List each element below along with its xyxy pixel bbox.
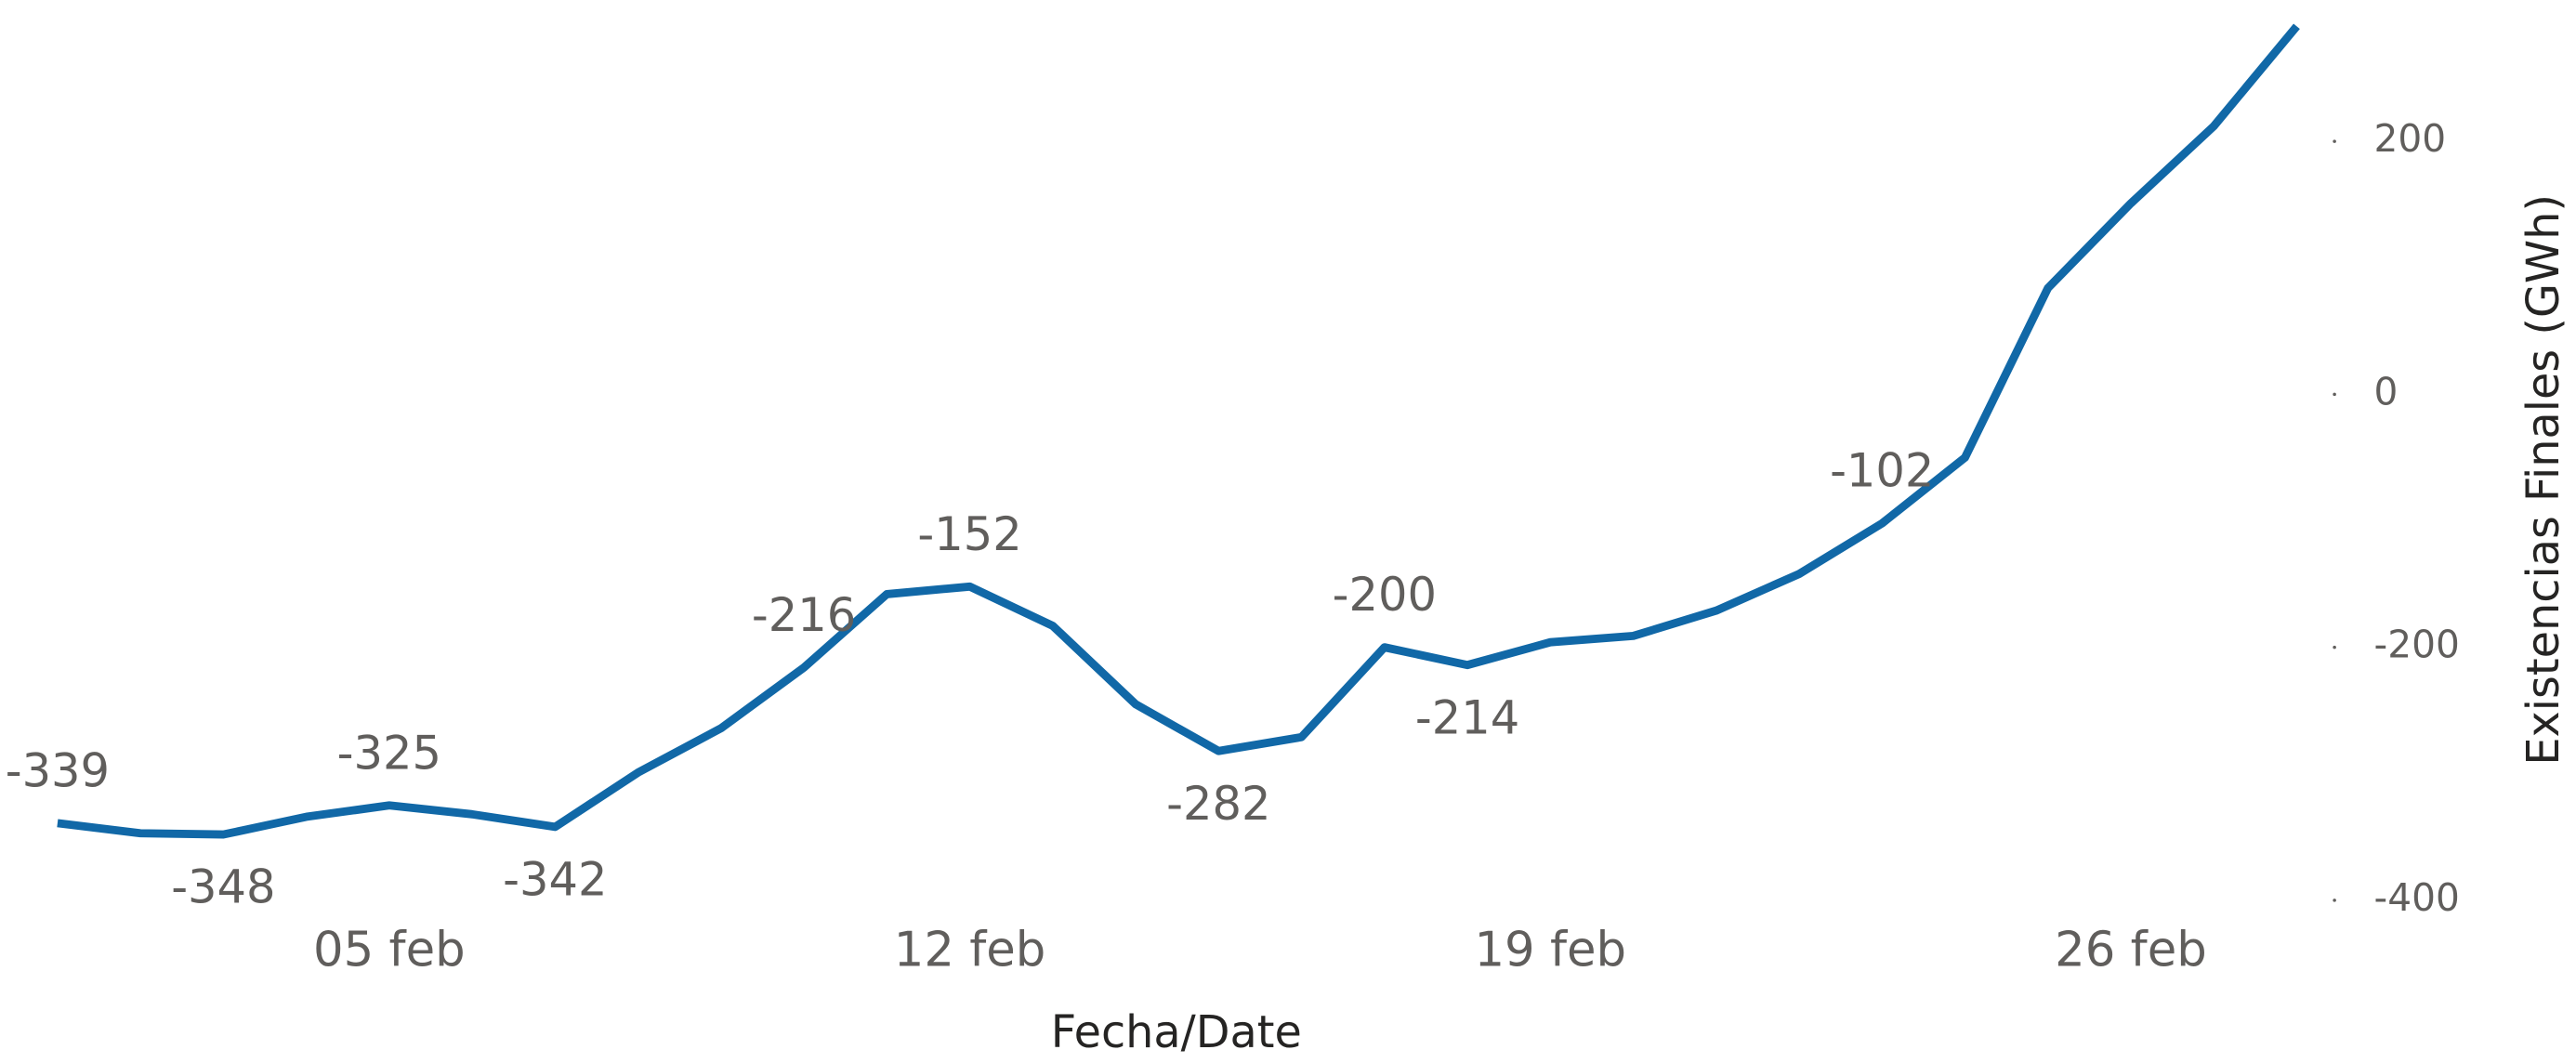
data-label: -200 xyxy=(1333,568,1437,622)
y-tick-label: 200 xyxy=(2374,116,2447,161)
data-label: -216 xyxy=(752,588,856,642)
x-axis-title: Fecha/Date xyxy=(1051,1007,1302,1058)
x-tick-label: 26 feb xyxy=(2055,922,2207,978)
data-label: -282 xyxy=(1166,777,1270,831)
y-tick-mark xyxy=(2333,139,2336,143)
line xyxy=(57,23,2300,839)
x-tick-label: 19 feb xyxy=(1474,922,1626,978)
y-tick-label: -200 xyxy=(2374,623,2460,667)
data-label: -339 xyxy=(6,743,110,797)
y-tick-mark xyxy=(2333,392,2336,397)
y-axis-title: Existencias Finales (GWh) xyxy=(2518,194,2569,766)
y-tick-label: -400 xyxy=(2374,875,2460,920)
data-label: 291 xyxy=(2253,0,2340,1)
data-label: -214 xyxy=(1415,690,1519,744)
data-label: -342 xyxy=(503,853,607,907)
data-label: -152 xyxy=(917,507,1021,561)
y-tick-mark xyxy=(2333,899,2336,902)
data-label: -102 xyxy=(1830,444,1934,498)
y-tick-label: 0 xyxy=(2374,369,2399,413)
x-tick-label: 05 feb xyxy=(313,922,466,978)
data-label: -325 xyxy=(337,726,441,780)
x-tick-label: 12 feb xyxy=(894,922,1046,978)
data-label: -348 xyxy=(171,860,275,914)
y-tick-mark xyxy=(2333,645,2336,650)
